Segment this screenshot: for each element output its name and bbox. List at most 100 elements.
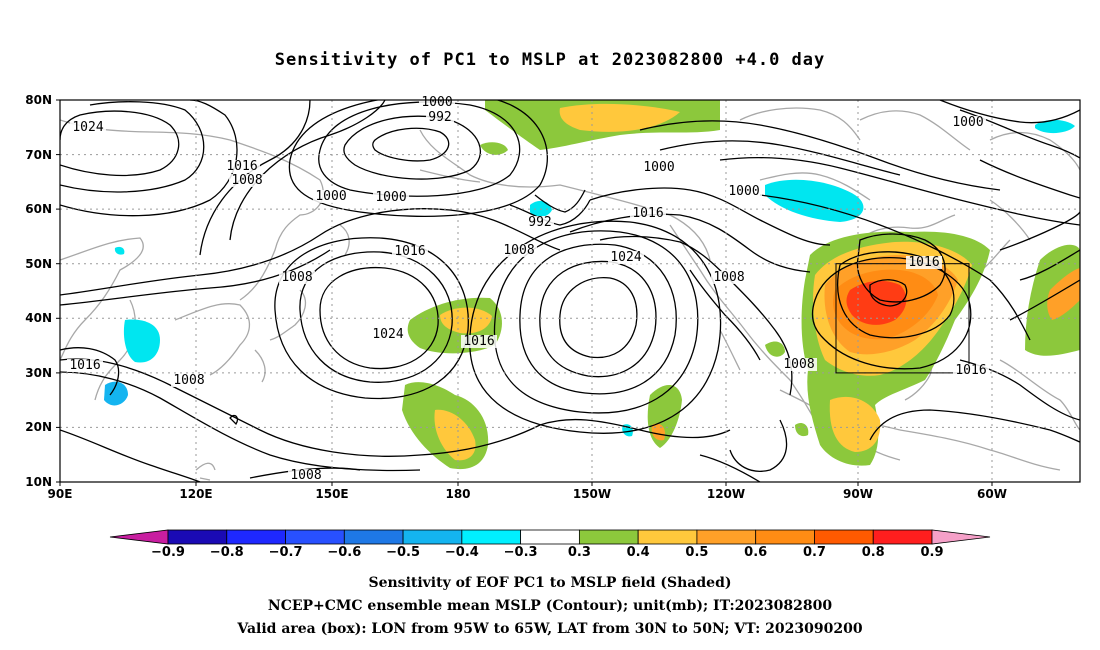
- caption-line-3: Valid area (box): LON from 95W to 65W, L…: [237, 621, 863, 637]
- contour-label-bg: [370, 328, 406, 341]
- contour-label-bg: [70, 121, 106, 134]
- caption-line-2: NCEP+CMC ensemble mean MSLP (Contour); u…: [267, 598, 833, 614]
- colorbar-segment: [167, 529, 228, 545]
- contour-label-bg: [67, 359, 103, 372]
- colorbar-segment: [461, 529, 522, 545]
- lat-tick-label: 40N: [25, 311, 52, 325]
- colorbar-label: 0.6: [744, 545, 767, 560]
- lat-tick-label: 30N: [25, 366, 52, 380]
- contour-label: 1016: [394, 244, 425, 259]
- contour-label: 1000: [952, 115, 983, 130]
- lat-tick-labels: 80N 70N 60N 50N 40N 30N 20N 10N: [25, 93, 52, 489]
- contour-label: 1008: [290, 468, 321, 483]
- contour-label-bg: [608, 251, 644, 264]
- lon-tick-label: 120E: [179, 487, 212, 501]
- contour-label: 1024: [610, 250, 641, 265]
- contour-label: 1016: [226, 159, 257, 174]
- colorbar-label: 0.7: [803, 545, 826, 560]
- colorbar-max-arrow: [931, 529, 991, 545]
- contour-label: 1000: [421, 95, 452, 110]
- colorbar-segment: [402, 529, 463, 545]
- contour-label-bg: [279, 271, 315, 284]
- contour-label: 1000: [315, 189, 346, 204]
- lon-tick-label: 150W: [573, 487, 611, 501]
- contour-label: 1008: [281, 270, 312, 285]
- colorbar-labels: −0.9 −0.8 −0.7 −0.6 −0.5 −0.4 −0.3 0.3 0.4 0.5 0.6…: [151, 545, 943, 560]
- contour-label-bg: [224, 160, 260, 173]
- colorbar-segment: [637, 529, 698, 545]
- colorbar-label: −0.4: [445, 545, 479, 560]
- lon-tick-label: 60W: [977, 487, 1007, 501]
- contour-label: 1024: [372, 327, 403, 342]
- valid-area-box: [835, 263, 970, 374]
- contour-label-bg: [950, 116, 986, 129]
- contour-label-bg: [426, 111, 454, 124]
- contour-label-bg: [781, 358, 817, 371]
- colorbar-label: −0.9: [151, 545, 185, 560]
- contour-label: 1008: [713, 270, 744, 285]
- contour-label-bg: [392, 245, 428, 258]
- colorbar-label: −0.8: [210, 545, 244, 560]
- colorbar-label: 0.9: [920, 545, 943, 560]
- contour-label: 992: [528, 215, 551, 230]
- contour-label-bg: [229, 174, 265, 187]
- lon-tick-label: 90W: [843, 487, 873, 501]
- contour-label: 1000: [375, 190, 406, 205]
- contour-label-bg: [313, 190, 349, 203]
- lat-tick-label: 60N: [25, 202, 52, 216]
- colorbar-label: 0.4: [627, 545, 650, 560]
- gridlines: [60, 100, 1080, 482]
- colorbar-segment: [578, 529, 639, 545]
- lon-tick-label: 120W: [707, 487, 745, 501]
- contour-label: 1008: [231, 173, 262, 188]
- plot-frame: [59, 99, 1081, 483]
- contour-label: 1000: [643, 160, 674, 175]
- contour-label: 1000: [728, 184, 759, 199]
- contour-label-bg: [419, 96, 455, 109]
- contour-label-bg: [288, 469, 324, 482]
- colorbar-label: −0.6: [327, 545, 361, 560]
- contour-label: 1016: [69, 358, 100, 373]
- contour-label: 992: [428, 110, 451, 125]
- colorbar-min-arrow: [109, 529, 169, 545]
- lat-tick-label: 20N: [25, 420, 52, 434]
- contour-label: 1008: [503, 243, 534, 258]
- contour-label-bg: [171, 374, 207, 387]
- contour-label: 1016: [955, 363, 986, 378]
- colorbar-segment: [696, 529, 757, 545]
- colorbar-segment: [520, 529, 580, 545]
- contour-label-bg: [641, 161, 677, 174]
- contour-label-bg: [630, 207, 666, 220]
- lat-tick-label: 10N: [25, 475, 52, 489]
- colorbar-segment: [755, 529, 815, 545]
- contour-label-bg: [726, 185, 762, 198]
- contour-label: 1008: [783, 357, 814, 372]
- colorbar-segment: [226, 529, 286, 545]
- colorbar-label: 0.3: [568, 545, 591, 560]
- colorbar-label: 0.8: [862, 545, 885, 560]
- chart-title: Sensitivity of PC1 to MSLP at 2023082800…: [274, 50, 826, 70]
- contour-label-bg: [526, 216, 554, 229]
- colorbar-label: 0.5: [685, 545, 708, 560]
- lon-tick-labels: 90E 120E 150E 180 150W 120W 90W 60W: [48, 487, 1007, 501]
- axis-ticks: [56, 99, 993, 486]
- lat-tick-label: 70N: [25, 148, 52, 162]
- colorbar-label: −0.7: [269, 545, 303, 560]
- contour-label: 1016: [632, 206, 663, 221]
- colorbar-label: −0.3: [504, 545, 538, 560]
- colorbar-segment: [343, 529, 404, 545]
- lon-tick-label: 150E: [315, 487, 348, 501]
- lat-tick-label: 50N: [25, 257, 52, 271]
- colorbar-segment: [285, 529, 345, 545]
- caption-line-1: Sensitivity of EOF PC1 to MSLP field (Sh…: [368, 575, 732, 591]
- contour-label-bg: [711, 271, 747, 284]
- lon-tick-label: 180: [445, 487, 470, 501]
- colorbar: [109, 529, 991, 545]
- colorbar-label: −0.5: [386, 545, 420, 560]
- contour-label: 1016: [908, 255, 939, 270]
- contour-label-bg: [953, 364, 989, 377]
- contour-label-bg: [501, 244, 537, 257]
- contour-label: 1008: [173, 373, 204, 388]
